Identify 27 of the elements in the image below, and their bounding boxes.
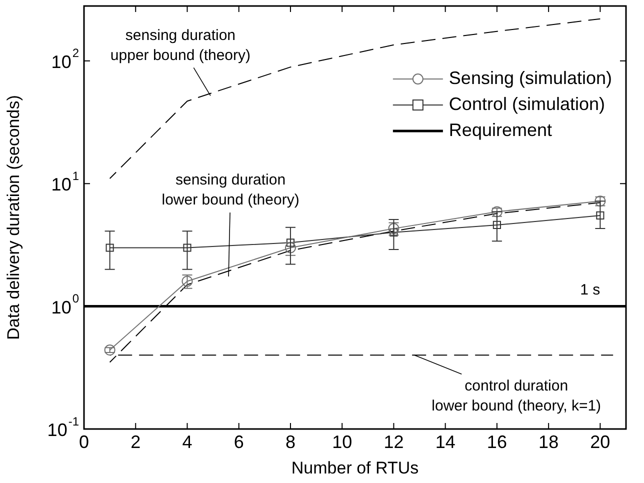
x-tick-label: 14 <box>435 432 456 452</box>
x-tick-label: 20 <box>590 432 610 452</box>
legend-label: Sensing (simulation) <box>448 68 612 88</box>
x-tick-label: 2 <box>130 432 141 452</box>
legend-label: Control (simulation) <box>448 94 605 114</box>
annotation: control duration lower bound (theory, k=1) <box>432 377 602 414</box>
annotation: sensing duration upper bound (theory) <box>110 26 251 64</box>
point <box>106 244 114 252</box>
x-tick-label: 0 <box>78 432 90 452</box>
y-axis-title: Data delivery duration (seconds) <box>4 95 23 340</box>
x-tick-label: 6 <box>234 432 244 452</box>
point <box>492 220 501 229</box>
annotation: 1 s <box>580 281 600 298</box>
x-tick-label: 16 <box>486 432 507 452</box>
point <box>390 228 398 236</box>
point <box>286 238 295 247</box>
point <box>183 244 192 252</box>
x-tick-label: 8 <box>285 432 296 452</box>
point <box>284 242 296 254</box>
x-tick-label: 10 <box>332 432 352 452</box>
x-tick-label: 4 <box>182 432 192 452</box>
legend-label: Requirement <box>448 120 552 140</box>
x-axis-title: Number of RTUs <box>291 458 419 478</box>
x-tick-label: 18 <box>538 432 559 452</box>
x-tick-label: 12 <box>384 432 404 452</box>
annotation: sensing duration lower bound (theory) <box>162 172 300 209</box>
point <box>596 211 604 220</box>
